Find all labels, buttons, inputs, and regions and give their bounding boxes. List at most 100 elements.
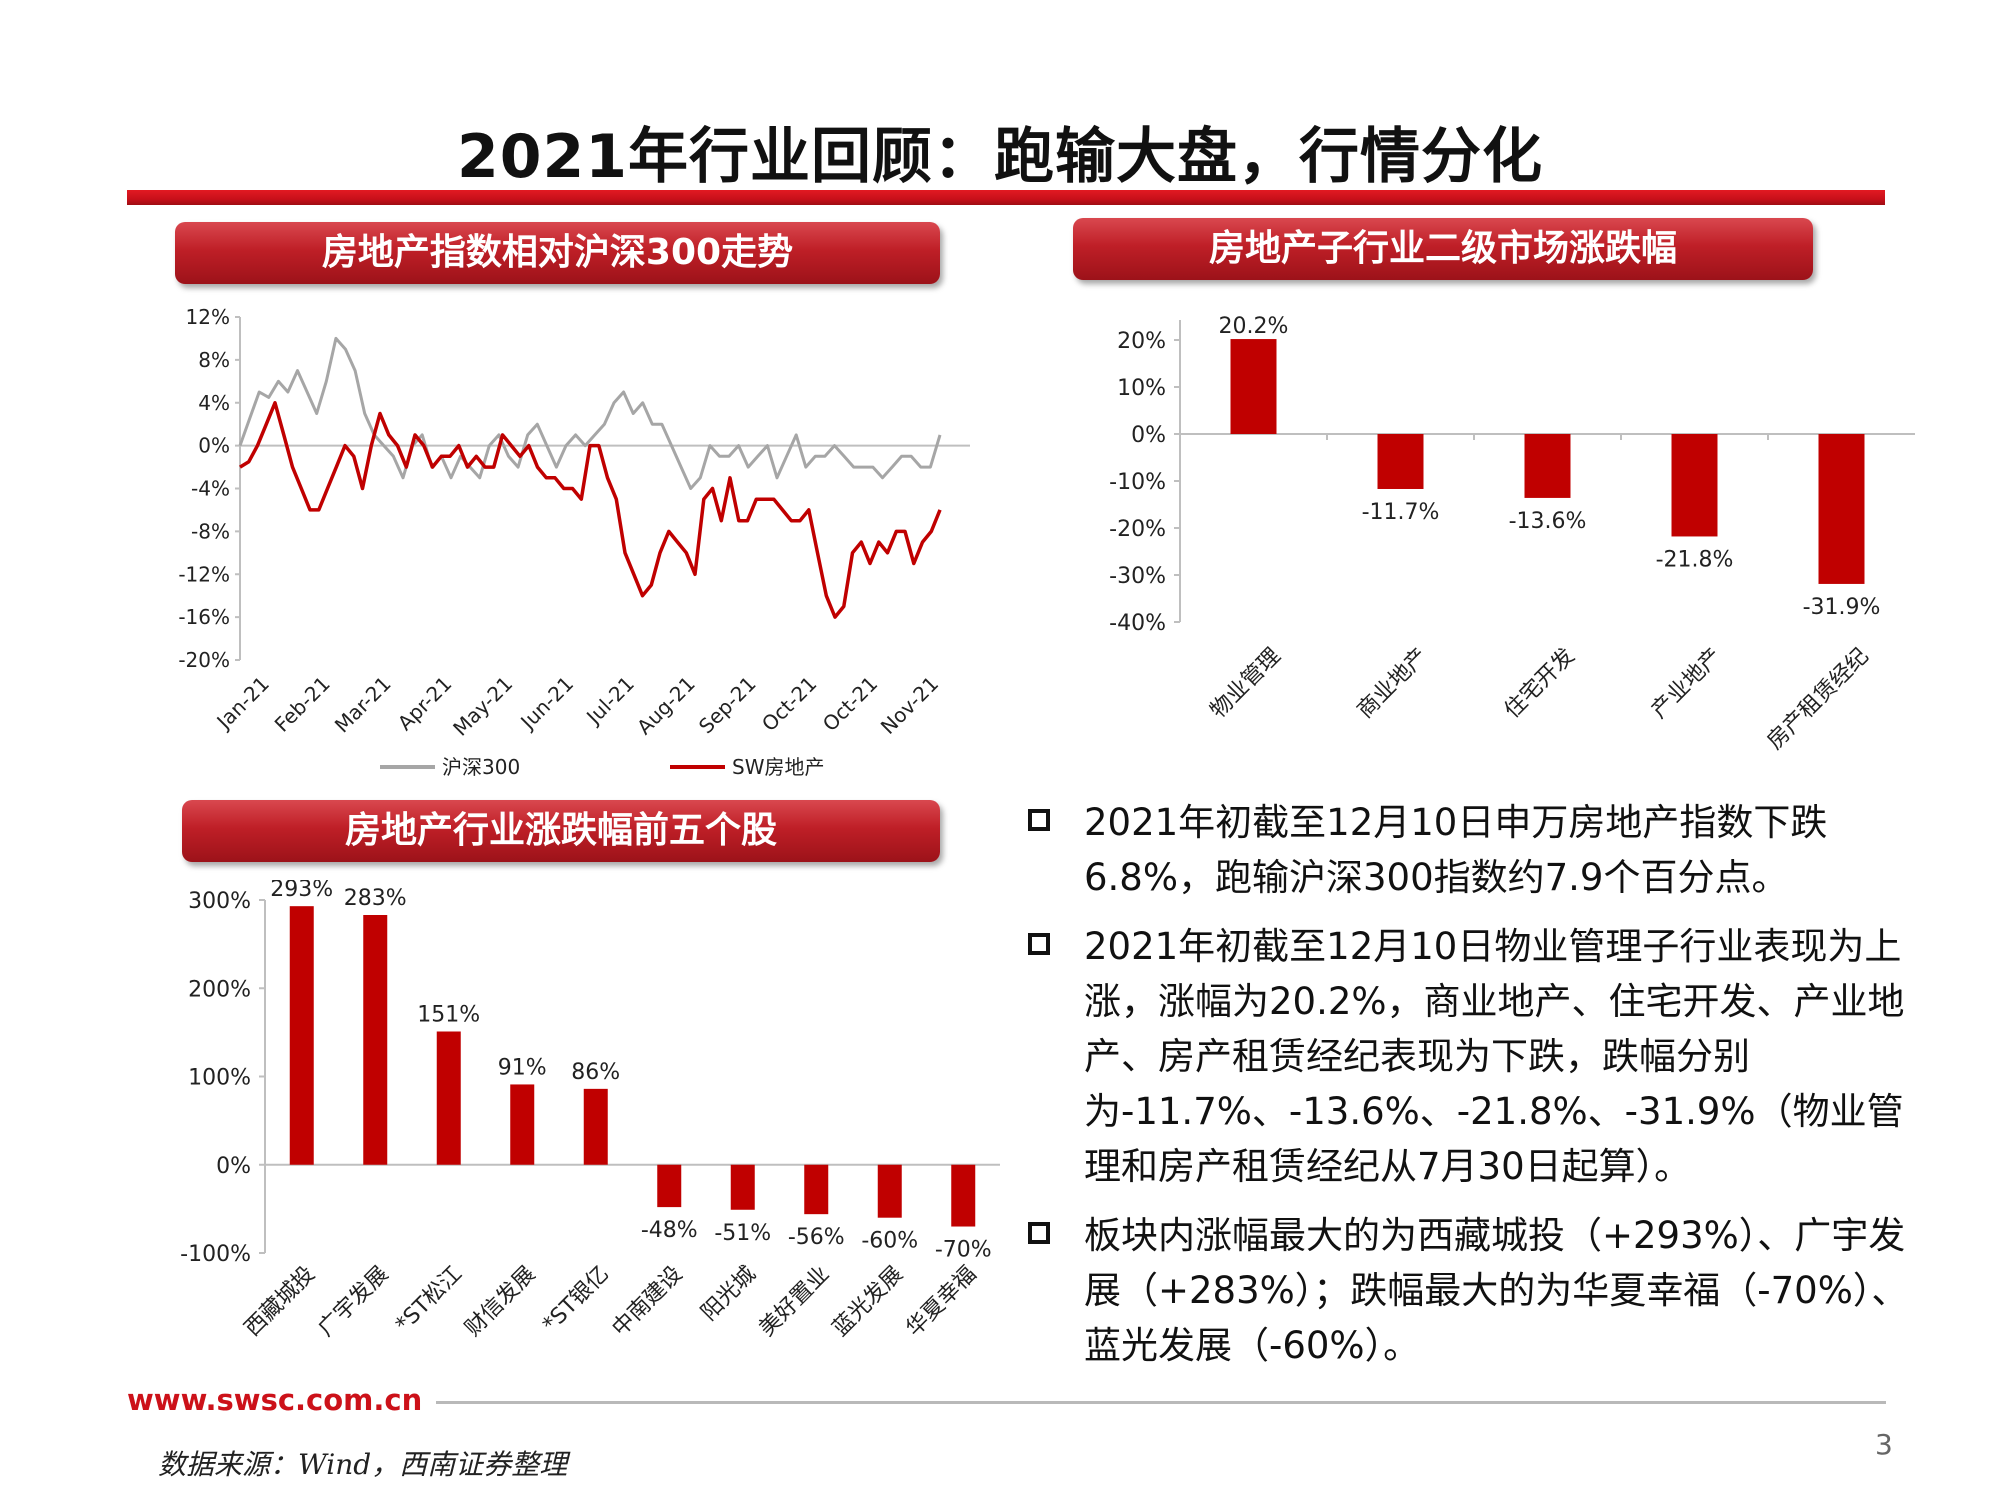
y-tick-label: -30% bbox=[1109, 564, 1166, 589]
category-label: 华夏幸福 bbox=[902, 1262, 982, 1342]
footer-url[interactable]: www.swsc.com.cn bbox=[127, 1383, 423, 1417]
category-label: *ST松江 bbox=[391, 1262, 467, 1338]
y-tick-label: 12% bbox=[186, 305, 230, 329]
category-label: 房产租赁经纪 bbox=[1763, 644, 1874, 755]
bullet-item: 2021年初截至12月10日物业管理子行业表现为上涨，涨幅为20.2%，商业地产… bbox=[1018, 919, 1918, 1194]
x-tick-label: Mar-21 bbox=[330, 672, 396, 738]
category-label: 财信发展 bbox=[461, 1262, 541, 1342]
bar-chart-top-five-stocks: 300% 200% 100% 0% -100% 293% 西藏城投 283% 广宇发展 151% *… bbox=[180, 880, 1000, 1342]
data-label: -21.8% bbox=[1656, 547, 1734, 572]
bar bbox=[289, 906, 314, 1165]
y-tick-label: 8% bbox=[198, 348, 230, 372]
y-tick-label: 0% bbox=[216, 1154, 251, 1179]
x-tick-label: Aug-21 bbox=[632, 672, 700, 740]
x-tick-label: Oct-21 bbox=[818, 672, 883, 737]
category-label: 产业地产 bbox=[1647, 644, 1727, 724]
bar bbox=[363, 915, 388, 1165]
bar bbox=[951, 1164, 976, 1227]
x-tick-label: Nov-21 bbox=[876, 672, 943, 739]
y-tick-label: -8% bbox=[191, 519, 230, 543]
data-source: 数据来源：Wind，西南证券整理 bbox=[158, 1448, 568, 1481]
category-label: *ST银亿 bbox=[538, 1262, 614, 1338]
x-tick-label: Apr-21 bbox=[393, 672, 457, 736]
data-label: -70% bbox=[935, 1238, 992, 1263]
x-tick-label: Jul-21 bbox=[580, 672, 639, 731]
data-label: 293% bbox=[270, 880, 333, 902]
y-tick-label: -20% bbox=[178, 648, 230, 672]
x-tick-label: Feb-21 bbox=[270, 672, 335, 737]
data-label: -31.9% bbox=[1803, 595, 1881, 620]
y-tick-label: -4% bbox=[191, 477, 230, 501]
bar bbox=[1230, 339, 1277, 434]
data-label: 283% bbox=[344, 886, 407, 911]
data-label: -48% bbox=[641, 1218, 698, 1243]
data-label: -51% bbox=[714, 1221, 771, 1246]
y-tick-label: -12% bbox=[178, 562, 230, 586]
y-tick-label: 200% bbox=[188, 977, 251, 1002]
category-label: 蓝光发展 bbox=[828, 1262, 908, 1342]
x-tick-label: Jan-21 bbox=[211, 672, 274, 735]
data-label: 151% bbox=[417, 1002, 480, 1027]
x-tick-label: Sep-21 bbox=[694, 672, 761, 739]
page-number: 3 bbox=[1875, 1428, 1893, 1461]
y-tick-label: -10% bbox=[1109, 470, 1166, 495]
bar bbox=[804, 1164, 829, 1215]
x-tick-label: Oct-21 bbox=[757, 672, 822, 737]
square-bullet-icon bbox=[1028, 809, 1050, 831]
y-tick-label: 20% bbox=[1117, 329, 1166, 354]
bullet-item: 板块内涨幅最大的为西藏城投（+293%）、广宇发展（+283%）；跌幅最大的为华… bbox=[1018, 1208, 1918, 1373]
bullet-list: 2021年初截至12月10日申万房地产指数下跌6.8%，跑输沪深300指数约7.… bbox=[1018, 795, 1918, 1387]
y-tick-label: -40% bbox=[1109, 611, 1166, 636]
bar bbox=[510, 1084, 535, 1165]
bullet-text: 2021年初截至12月10日物业管理子行业表现为上涨，涨幅为20.2%，商业地产… bbox=[1084, 925, 1905, 1188]
bar bbox=[877, 1164, 902, 1218]
y-tick-label: 4% bbox=[198, 391, 230, 415]
series-line-hs300 bbox=[238, 336, 942, 490]
title-rule bbox=[127, 190, 1885, 205]
bar bbox=[657, 1164, 682, 1208]
legend-label: 沪深300 bbox=[442, 755, 520, 779]
bar bbox=[1818, 434, 1865, 584]
bar bbox=[730, 1164, 755, 1210]
square-bullet-icon bbox=[1028, 933, 1050, 955]
bar bbox=[1671, 434, 1718, 537]
y-tick-label: 10% bbox=[1117, 376, 1166, 401]
category-label: 阳光城 bbox=[697, 1262, 761, 1326]
bullet-text: 2021年初截至12月10日申万房地产指数下跌6.8%，跑输沪深300指数约7.… bbox=[1084, 801, 1828, 899]
legend-label: SW房地产 bbox=[732, 755, 824, 779]
bullet-item: 2021年初截至12月10日申万房地产指数下跌6.8%，跑输沪深300指数约7.… bbox=[1018, 795, 1918, 905]
category-label: 物业管理 bbox=[1206, 644, 1286, 724]
bar bbox=[436, 1031, 461, 1165]
category-label: 住宅开发 bbox=[1500, 644, 1580, 724]
data-label: 86% bbox=[571, 1060, 620, 1085]
category-label: 广宇发展 bbox=[314, 1262, 394, 1342]
category-label: 中南建设 bbox=[608, 1262, 688, 1342]
series-line-sw-property bbox=[239, 401, 942, 619]
data-label: 91% bbox=[498, 1055, 547, 1080]
bar-chart-sub-industry: 20% 10% 0% -10% -20% -30% -40% 20.2% 物业管理 -11.7% 商… bbox=[1109, 314, 1915, 755]
y-tick-label: 0% bbox=[198, 434, 230, 458]
data-label: -60% bbox=[861, 1229, 918, 1254]
data-label: -13.6% bbox=[1509, 509, 1587, 534]
data-label: -11.7% bbox=[1362, 500, 1440, 525]
category-label: 商业地产 bbox=[1353, 644, 1433, 724]
x-tick-label: May-21 bbox=[448, 672, 517, 741]
y-tick-label: 0% bbox=[1131, 423, 1166, 448]
banner-top-five: 房地产行业涨跌幅前五个股 bbox=[182, 800, 940, 862]
y-tick-label: -16% bbox=[178, 605, 230, 629]
slide-title: 2021年行业回顾：跑输大盘，行情分化 bbox=[457, 122, 1543, 192]
y-tick-label: 100% bbox=[188, 1066, 251, 1091]
bar bbox=[1377, 434, 1424, 489]
bullet-text: 板块内涨幅最大的为西藏城投（+293%）、广宇发展（+283%）；跌幅最大的为华… bbox=[1084, 1214, 1909, 1367]
data-label: -56% bbox=[788, 1225, 845, 1250]
banner-index-trend: 房地产指数相对沪深300走势 bbox=[175, 222, 940, 284]
x-tick-label: Jun-21 bbox=[515, 672, 579, 736]
line-chart-index-trend: 12%8%4%0%-4%-8%-12%-16%-20%Jan-21Feb-21M… bbox=[178, 305, 970, 779]
y-tick-label: -20% bbox=[1109, 517, 1166, 542]
footer-rule bbox=[436, 1401, 1886, 1404]
category-label: 西藏城投 bbox=[240, 1262, 320, 1342]
data-label: 20.2% bbox=[1219, 314, 1289, 339]
y-tick-label: 300% bbox=[188, 889, 251, 914]
bar bbox=[583, 1088, 608, 1165]
square-bullet-icon bbox=[1028, 1222, 1050, 1244]
